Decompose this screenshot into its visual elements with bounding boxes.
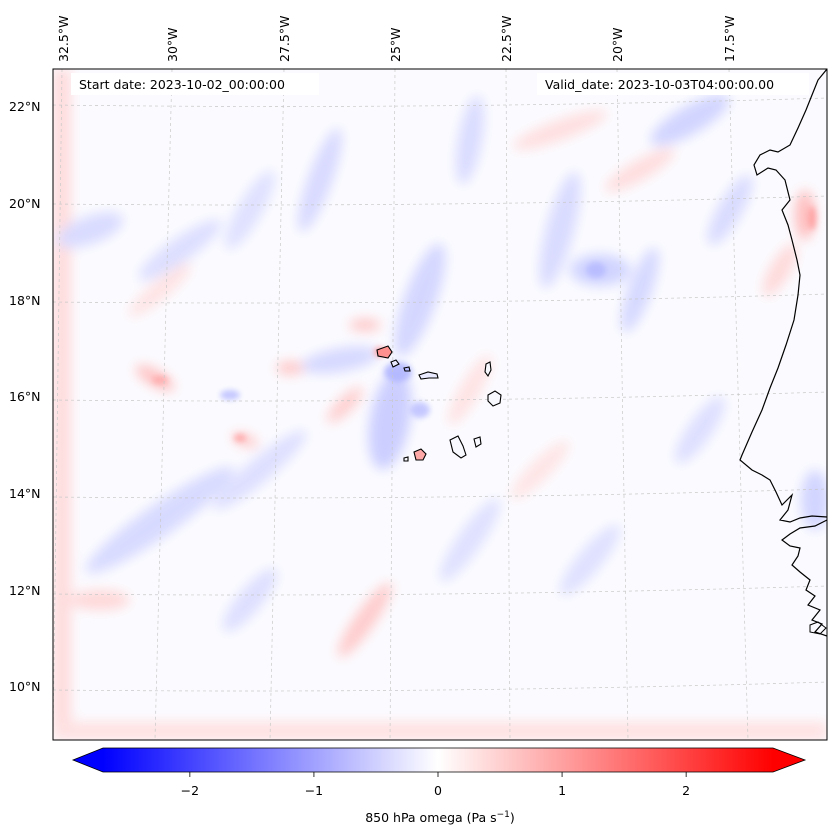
colorbar-label: 850 hPa omega (Pa s−1) <box>365 810 515 825</box>
colorbar-label-main: 850 hPa omega (Pa s <box>365 810 496 825</box>
colorbar-label-end: ) <box>510 810 515 825</box>
lat-tick: 18°N <box>9 293 41 308</box>
island-sal <box>484 361 492 378</box>
lat-tick: 14°N <box>9 486 41 501</box>
colorbar-body <box>103 748 773 772</box>
island-sao-vicente <box>390 359 400 368</box>
lat-tick: 12°N <box>9 583 41 598</box>
africa-coastline <box>739 69 827 523</box>
colorbar-high-extend <box>773 748 805 772</box>
lon-tick: 22.5°W <box>499 16 514 62</box>
island-santa-luzia <box>403 366 411 372</box>
colorbar-low-extend <box>73 748 103 772</box>
map-panel: Start date: 2023-10-02_00:00:00 Valid_da… <box>53 69 827 740</box>
colorbar-outline <box>71 747 807 773</box>
colorbar-label-sup: −1 <box>497 810 510 820</box>
island-fogo <box>413 448 427 461</box>
colorbar-tick-label: −2 <box>181 783 199 798</box>
africa-coastline-south <box>781 519 827 637</box>
island-santo-antao <box>376 345 393 359</box>
island-boa-vista <box>487 390 502 407</box>
omega-field <box>53 69 827 740</box>
lat-tick-labels: 22°N 20°N 18°N 16°N 14°N 12°N 10°N <box>9 99 41 694</box>
valid-date-box <box>537 73 809 95</box>
lon-tick: 27.5°W <box>277 16 292 62</box>
colorbar-tick-label: −1 <box>305 783 323 798</box>
island-brava <box>403 456 409 462</box>
start-date-box <box>71 73 319 95</box>
island-santiago <box>449 435 467 459</box>
colorbar-tick-label: 1 <box>558 783 566 798</box>
colorbar: −2 −1 0 1 2 850 hPa omega (Pa s−1) <box>71 747 807 825</box>
map-frame <box>52 68 828 741</box>
valid-date-label: Valid_date: 2023-10-03T04:00:00.00 <box>545 77 774 92</box>
lon-tick: 30°W <box>165 27 180 62</box>
lon-tick-labels: 32.5°W 30°W 27.5°W 25°W 22.5°W 20°W 17.5… <box>56 16 737 62</box>
lat-tick: 10°N <box>9 679 41 694</box>
graticule <box>53 69 827 740</box>
lon-tick: 25°W <box>388 27 403 62</box>
lat-tick: 22°N <box>9 99 41 114</box>
lon-tick: 20°W <box>610 27 625 62</box>
lat-tick: 16°N <box>9 389 41 404</box>
start-date-label: Start date: 2023-10-02_00:00:00 <box>79 77 285 92</box>
lon-tick: 17.5°W <box>722 16 737 62</box>
omega-field-detail <box>152 206 816 442</box>
colorbar-ticks: −2 −1 0 1 2 <box>181 772 690 798</box>
africa-island-small <box>809 621 827 635</box>
colorbar-tick-label: 0 <box>434 783 442 798</box>
lat-tick: 20°N <box>9 196 41 211</box>
lon-tick: 32.5°W <box>56 16 71 62</box>
colorbar-tick-label: 2 <box>682 783 690 798</box>
island-maio <box>473 436 482 448</box>
island-sao-nicolau <box>418 371 439 380</box>
cape-verde-islands <box>376 345 502 462</box>
